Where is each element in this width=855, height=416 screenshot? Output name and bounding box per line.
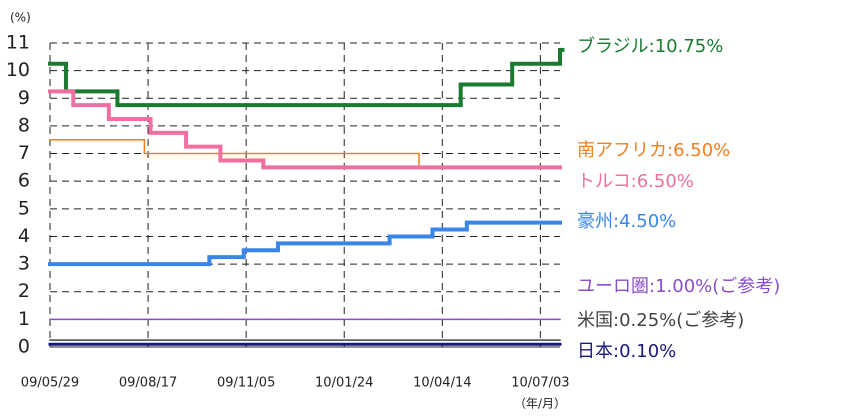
x-unit: （年/月）	[514, 397, 566, 411]
y-tick-label: 9	[18, 87, 30, 109]
x-tick-label: 10/04/14	[413, 376, 471, 391]
x-tick-label: 10/07/03	[511, 376, 569, 391]
y-tick-label: 11	[6, 32, 30, 54]
series-label: トルコ:6.50%	[577, 171, 694, 192]
y-tick-label: 0	[18, 336, 30, 358]
y-tick-label: 2	[18, 280, 30, 302]
series-label: 豪州:4.50%	[577, 211, 676, 232]
y-tick-label: 1	[18, 308, 30, 330]
series-label: 日本:0.10%	[577, 341, 676, 362]
series-label: 南アフリカ:6.50%	[577, 140, 730, 161]
series-label: ブラジル:10.75%	[577, 35, 723, 57]
y-tick-label: 6	[18, 170, 30, 192]
x-tick-label: 09/05/29	[21, 376, 79, 391]
x-tick-label: 09/08/17	[119, 376, 177, 391]
y-tick-label: 8	[18, 114, 30, 136]
series-label: 米国:0.25%(ご参考)	[577, 310, 744, 331]
y-tick-label: 5	[18, 197, 30, 219]
y-tick-label: 7	[18, 142, 30, 164]
x-tick-label: 09/11/05	[217, 376, 275, 391]
y-tick-label: 3	[18, 253, 30, 275]
x-tick-label: 10/01/24	[315, 376, 373, 391]
y-unit: (%)	[10, 11, 31, 25]
series-label: ユーロ圏:1.00%(ご参考)	[577, 276, 780, 297]
y-tick-label: 4	[18, 225, 30, 247]
y-tick-label: 10	[6, 59, 30, 81]
